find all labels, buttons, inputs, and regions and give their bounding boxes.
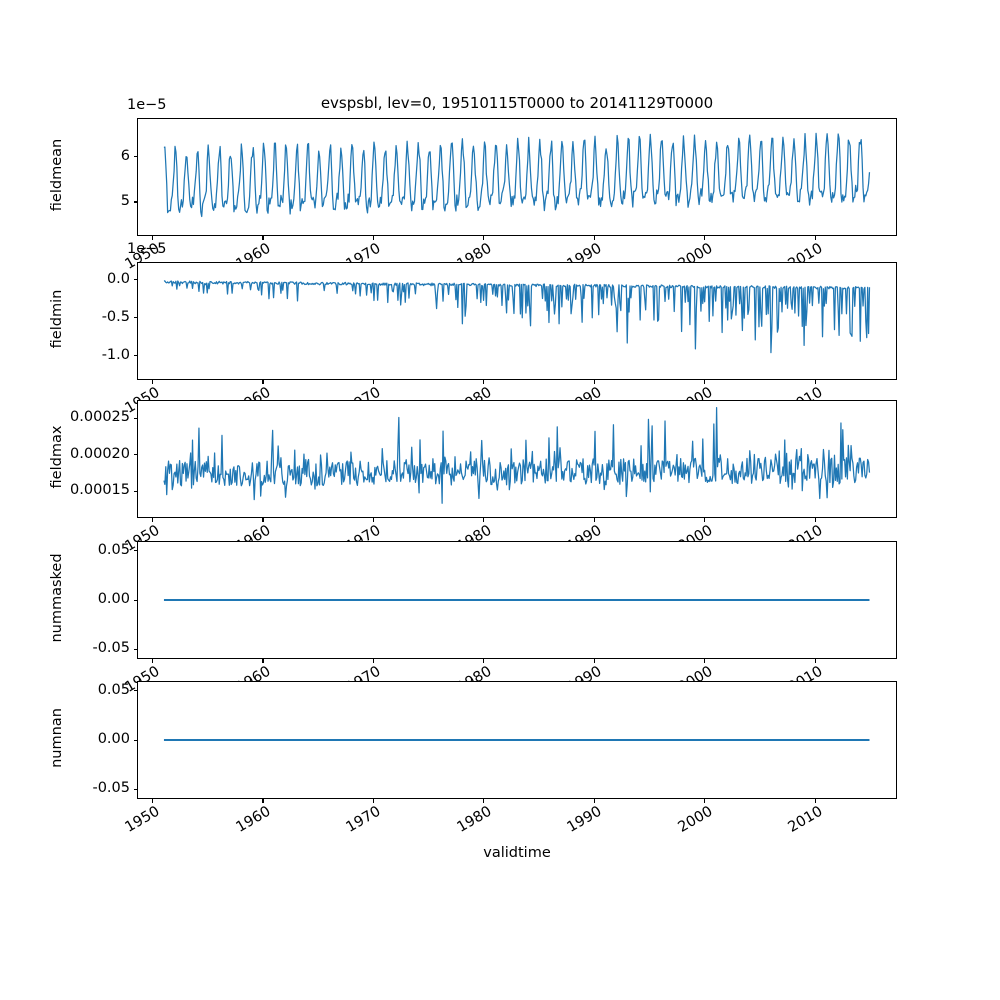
x-tickmark xyxy=(151,380,154,384)
y-tickmark xyxy=(133,690,137,692)
x-tick-label: 1960 xyxy=(233,803,274,836)
x-tickmark xyxy=(372,380,374,384)
x-tickmark xyxy=(704,659,706,663)
x-tickmark xyxy=(262,380,264,384)
x-tickmark xyxy=(814,799,816,803)
y-tick-label: 0.05 xyxy=(97,681,130,698)
x-tickmark xyxy=(593,380,595,384)
y-tickmark xyxy=(133,550,137,552)
x-tickmark xyxy=(704,799,706,803)
x-tickmark xyxy=(814,236,816,240)
x-tickmark xyxy=(483,799,485,803)
y-tickmark xyxy=(133,279,137,281)
x-tickmark xyxy=(593,799,595,803)
y-tick-label: 0.00 xyxy=(97,591,130,607)
x-tick-label: 1980 xyxy=(454,803,495,836)
x-tickmark xyxy=(593,518,595,522)
y-tick-label: -0.5 xyxy=(101,308,130,325)
x-tick-label: 2010 xyxy=(785,803,826,836)
x-tickmark xyxy=(704,380,706,384)
y-axis-label-numnan: numnan xyxy=(49,708,65,768)
x-tick-label: 1970 xyxy=(343,803,384,836)
x-tickmark xyxy=(704,518,706,522)
x-tickmark xyxy=(151,518,154,522)
y-tickmark xyxy=(133,454,137,456)
y-tickmark xyxy=(133,788,137,790)
y-tickmark xyxy=(133,739,137,741)
y-tickmark xyxy=(133,417,137,419)
x-tickmark xyxy=(593,236,595,240)
x-tick-label: 1950 xyxy=(123,803,163,836)
x-tickmark xyxy=(704,236,706,240)
x-tickmark xyxy=(814,659,816,663)
y-tickmark xyxy=(133,201,137,203)
x-tickmark xyxy=(151,236,154,240)
x-tickmark xyxy=(483,518,485,522)
y-tickmark xyxy=(133,156,137,158)
y-tick-label: 5 xyxy=(120,192,130,209)
y-tick-label: 0.00025 xyxy=(70,409,130,426)
y-tickmark xyxy=(133,648,137,650)
y-axis-offset-text: 1e−5 xyxy=(127,241,167,257)
y-tick-label: 0.05 xyxy=(97,541,130,558)
x-tick-label: 1990 xyxy=(564,803,605,836)
x-tickmark xyxy=(372,518,374,522)
y-tick-label: 0.00 xyxy=(97,731,130,747)
x-tickmark xyxy=(151,659,154,663)
x-tick-label: 2000 xyxy=(675,803,716,836)
x-tickmark xyxy=(372,799,374,803)
y-tick-label: 6 xyxy=(120,147,130,164)
x-tickmark xyxy=(262,659,264,663)
x-tickmark xyxy=(262,518,264,522)
y-tick-label: 0.00020 xyxy=(70,445,130,462)
y-tickmark xyxy=(133,490,137,492)
x-tickmark xyxy=(262,799,264,803)
x-tickmark xyxy=(372,659,374,663)
y-tick-label: 0.00015 xyxy=(70,482,130,499)
y-tick-label: -0.05 xyxy=(92,780,130,797)
y-tick-label: -1.0 xyxy=(101,346,130,363)
y-axis-offset-text: 1e−5 xyxy=(127,97,167,113)
y-tickmark xyxy=(133,599,137,601)
x-tickmark xyxy=(814,380,816,384)
axes-frame-numnan xyxy=(137,681,897,799)
x-axis-label: validtime xyxy=(483,845,551,861)
y-tickmark xyxy=(133,317,137,319)
y-tickmark xyxy=(133,355,137,357)
x-tickmark xyxy=(593,659,595,663)
x-tickmark xyxy=(262,236,264,240)
x-tickmark xyxy=(151,799,154,803)
x-tickmark xyxy=(483,380,485,384)
x-tickmark xyxy=(814,518,816,522)
x-tickmark xyxy=(483,236,485,240)
x-tickmark xyxy=(372,236,374,240)
y-tick-label: -0.05 xyxy=(92,640,130,657)
y-tick-label: 0.0 xyxy=(106,270,130,287)
figure-title: evspsbl, lev=0, 19510115T0000 to 2014112… xyxy=(320,94,714,112)
x-tickmark xyxy=(483,659,485,663)
